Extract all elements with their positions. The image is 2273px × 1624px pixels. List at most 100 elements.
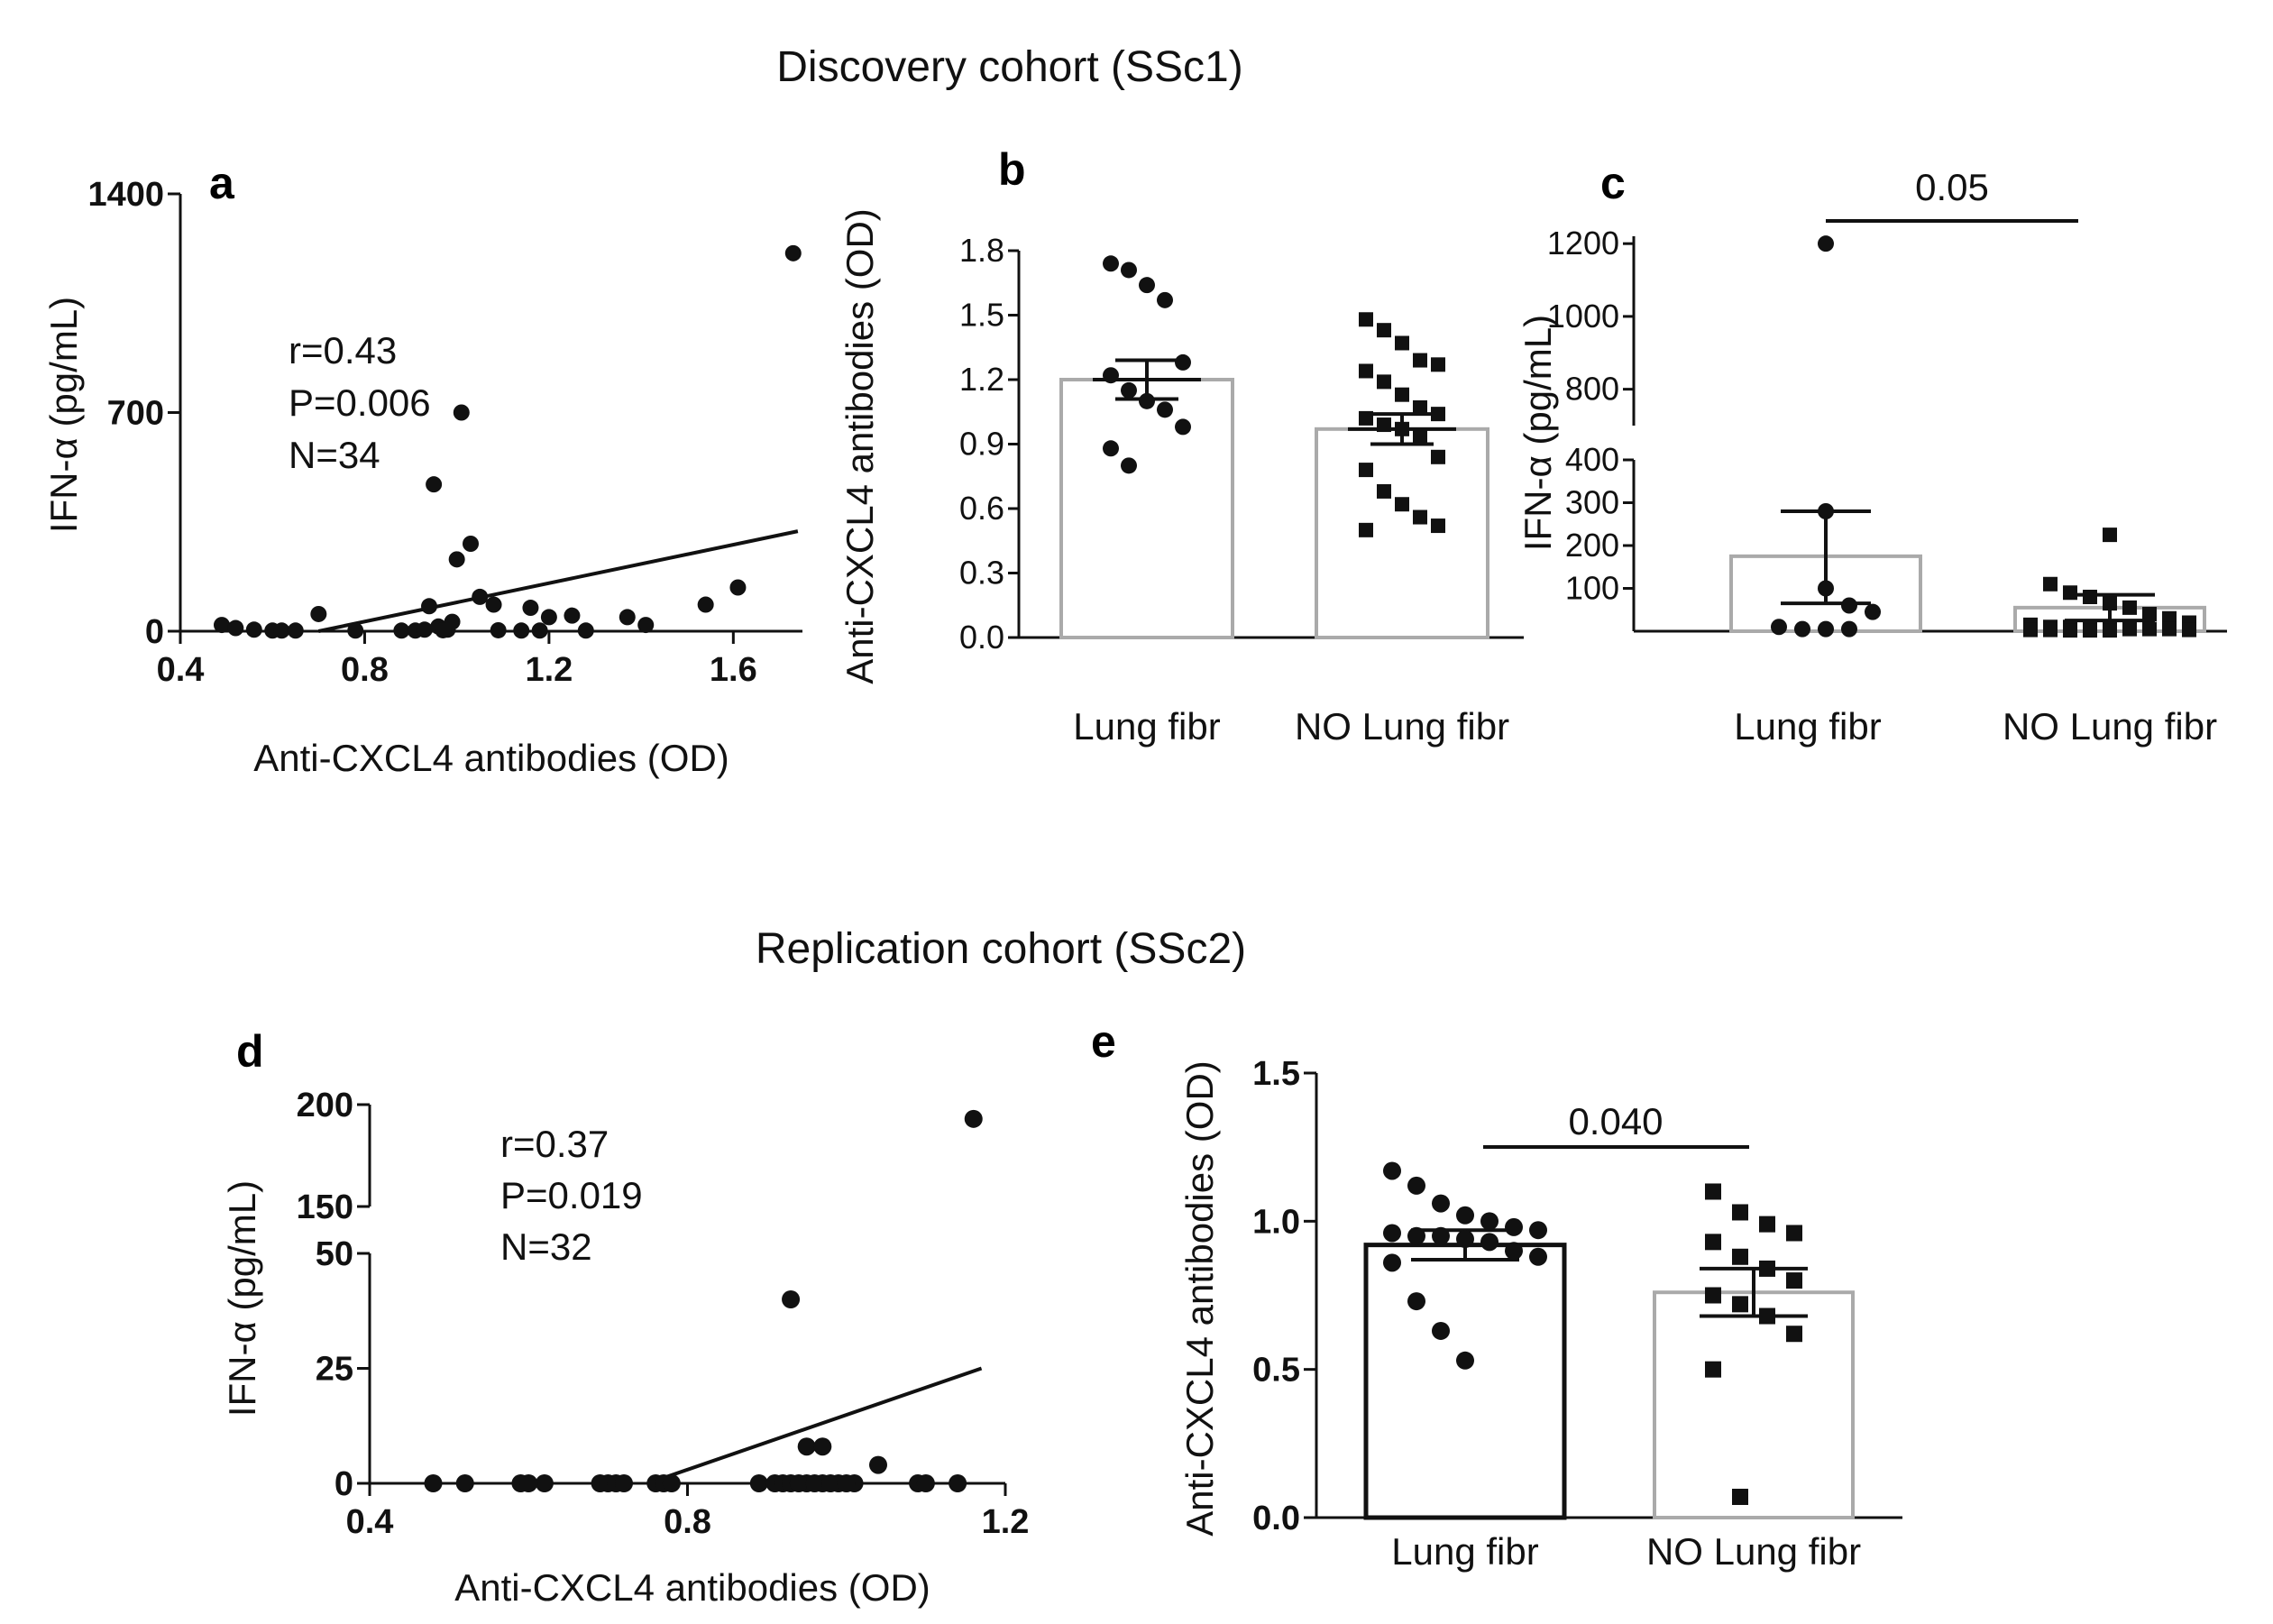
panel-letter-d: d [236, 1026, 264, 1077]
data-point [729, 579, 747, 596]
data-point [1383, 1224, 1401, 1243]
y-tick-label: 0.0 [959, 619, 1004, 656]
y-tick-label: 1.5 [1252, 1055, 1300, 1093]
y-tick-label: 1.0 [1252, 1203, 1300, 1241]
regression-line [646, 1366, 983, 1485]
data-point [448, 551, 465, 568]
data-point [1818, 503, 1834, 519]
panel-a-scatter: 0 700 1400 0.4 0.8 1.2 1.6 r=0.43 P=0.006 N=34 Ant… [42, 176, 802, 779]
data-point [2083, 623, 2097, 638]
data-point [1377, 417, 1391, 433]
data-point [797, 1437, 816, 1456]
data-point [347, 622, 364, 639]
data-point [1175, 418, 1191, 436]
data-point [1480, 1233, 1499, 1252]
data-point [1794, 620, 1810, 638]
y-tick-label: 1.2 [959, 361, 1004, 398]
data-point [472, 588, 489, 605]
stat-text: r=0.37 [500, 1123, 609, 1165]
data-point [782, 1290, 801, 1308]
category-label: Lung fibr [1073, 705, 1220, 748]
data-point [1759, 1260, 1775, 1277]
y-tick-label: 800 [1565, 371, 1619, 408]
x-tick-label: 0.4 [157, 651, 205, 689]
data-point [1103, 255, 1119, 272]
data-point [1121, 261, 1137, 279]
y-axis-label: IFN-α (pg/mL) [1517, 315, 1559, 551]
data-point [869, 1455, 887, 1474]
data-point [749, 1474, 768, 1492]
stat-text: P=0.019 [500, 1174, 643, 1216]
data-point [1786, 1326, 1802, 1343]
data-point [531, 622, 548, 639]
data-point [1383, 1253, 1401, 1272]
panel-letter-b: b [998, 144, 1026, 195]
data-point [453, 404, 470, 421]
data-point [490, 621, 507, 638]
y-tick-label: 0.6 [959, 490, 1004, 527]
data-point [1841, 597, 1857, 614]
panel-e-bar: 0.0 0.5 1.0 1.5 0.040 Lung fibr NO Lung fibr An… [1178, 1055, 1902, 1573]
y-tick-label: 400 [1565, 441, 1619, 478]
mean-bar [1363, 1243, 1567, 1520]
replication-cohort-title: Replication cohort (SSc2) [756, 925, 1246, 973]
data-point [1407, 1292, 1425, 1311]
data-point [455, 1474, 474, 1492]
data-point [214, 617, 230, 634]
data-point [1413, 353, 1427, 368]
data-point [1865, 603, 1881, 620]
data-point [1359, 312, 1373, 327]
panel-letter-a: a [209, 158, 235, 208]
data-point [2122, 600, 2137, 615]
x-axis-label: Anti-CXCL4 antibodies (OD) [253, 737, 729, 779]
data-point [1732, 1204, 1748, 1221]
data-point [1413, 399, 1427, 415]
y-axis-label: IFN-α (pg/mL) [42, 297, 85, 533]
data-point [2122, 621, 2137, 637]
data-point [540, 609, 557, 626]
y-tick-label: 200 [1565, 527, 1619, 564]
data-point [1359, 410, 1373, 426]
y-tick-label: 150 [297, 1188, 353, 1226]
data-point [393, 622, 410, 639]
x-axis-label: Anti-CXCL4 antibodies (OD) [454, 1566, 930, 1609]
data-point [577, 622, 594, 639]
panel-b-bar: 0.0 0.3 0.6 0.9 1.2 1.5 1.8 Lung fibr NO Lung fi… [839, 208, 1524, 748]
data-point [2182, 622, 2196, 638]
y-tick-label: 25 [316, 1351, 353, 1389]
x-tick-label: 0.4 [346, 1503, 394, 1541]
data-point [1377, 374, 1391, 390]
y-axis-label: IFN-α (pg/mL) [221, 1180, 263, 1417]
data-point [1413, 509, 1427, 525]
data-point [1759, 1216, 1775, 1233]
data-point [813, 1437, 832, 1456]
discovery-cohort-title: Discovery cohort (SSc1) [776, 43, 1242, 91]
data-point [2063, 585, 2077, 601]
data-point [662, 1474, 681, 1492]
data-point [1705, 1183, 1721, 1200]
panel-letter-e: e [1091, 1016, 1116, 1067]
data-point [1359, 522, 1373, 537]
data-point [837, 1474, 856, 1492]
data-point [1431, 357, 1445, 372]
category-label: NO Lung fibr [1646, 1530, 1861, 1573]
data-point [1359, 363, 1373, 379]
y-axis-label: Anti-CXCL4 antibodies (OD) [1178, 1060, 1221, 1537]
data-point [1139, 277, 1155, 294]
data-point [2083, 590, 2097, 604]
y-tick-label: 1000 [1547, 298, 1619, 335]
y-tick-label: 100 [1565, 570, 1619, 607]
data-point [1395, 497, 1409, 512]
data-point [2142, 607, 2157, 621]
stat-text: N=32 [500, 1225, 592, 1268]
data-point [1395, 335, 1409, 351]
stat-text: r=0.43 [289, 329, 397, 372]
y-tick-label: 50 [316, 1235, 353, 1273]
p-value-label: 0.05 [1915, 166, 1989, 208]
data-point [1139, 392, 1155, 409]
data-point [1818, 580, 1834, 597]
y-tick-label: 0.5 [1252, 1352, 1300, 1390]
y-axis-label: Anti-CXCL4 antibodies (OD) [839, 208, 881, 684]
data-point [949, 1474, 967, 1492]
data-point [1705, 1287, 1721, 1304]
